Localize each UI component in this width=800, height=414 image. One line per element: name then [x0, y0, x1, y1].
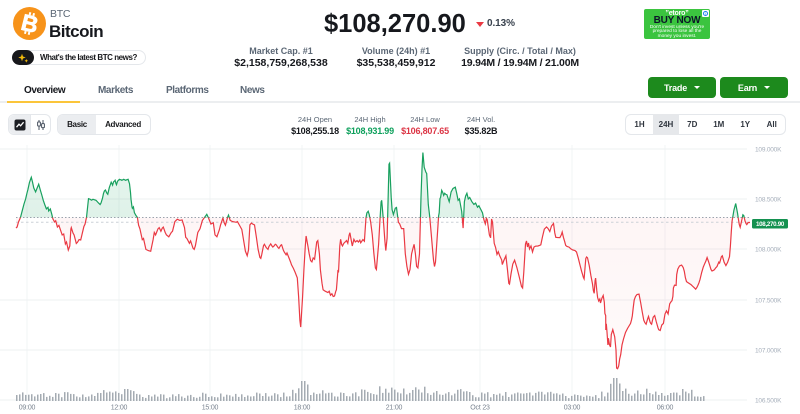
svg-text:09:00: 09:00	[19, 405, 36, 412]
svg-text:18:00: 18:00	[294, 405, 311, 412]
svg-text:03:00: 03:00	[564, 405, 581, 412]
svg-text:B: B	[19, 9, 41, 38]
svg-text:21:00: 21:00	[386, 405, 403, 412]
svg-text:107.000K: 107.000K	[755, 348, 782, 355]
svg-text:06:00: 06:00	[657, 405, 674, 412]
svg-text:12:00: 12:00	[111, 405, 128, 412]
svg-text:108.000K: 108.000K	[755, 247, 782, 254]
svg-text:Oct 23: Oct 23	[470, 405, 490, 412]
svg-text:106.500K: 106.500K	[755, 398, 782, 405]
svg-text:108.500K: 108.500K	[755, 197, 782, 204]
svg-text:15:00: 15:00	[202, 405, 219, 412]
svg-text:107.500K: 107.500K	[755, 298, 782, 305]
svg-text:108,270.90: 108,270.90	[756, 221, 785, 228]
svg-text:109.000K: 109.000K	[755, 147, 782, 154]
